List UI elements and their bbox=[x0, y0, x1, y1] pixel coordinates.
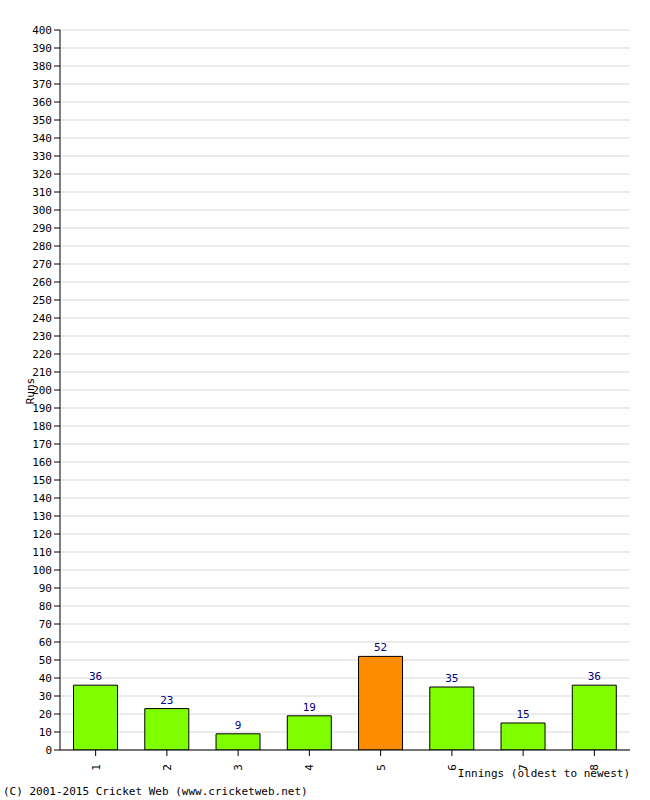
svg-text:280: 280 bbox=[32, 240, 52, 253]
svg-text:36: 36 bbox=[588, 670, 601, 683]
svg-text:390: 390 bbox=[32, 42, 52, 55]
svg-text:290: 290 bbox=[32, 222, 52, 235]
svg-text:120: 120 bbox=[32, 528, 52, 541]
svg-text:140: 140 bbox=[32, 492, 52, 505]
svg-text:2: 2 bbox=[161, 764, 174, 771]
svg-text:70: 70 bbox=[39, 618, 52, 631]
svg-text:240: 240 bbox=[32, 312, 52, 325]
svg-text:0: 0 bbox=[45, 744, 52, 757]
svg-text:320: 320 bbox=[32, 168, 52, 181]
svg-text:190: 190 bbox=[32, 401, 52, 415]
svg-text:370: 370 bbox=[32, 78, 52, 91]
svg-text:350: 350 bbox=[32, 114, 52, 127]
svg-text:40: 40 bbox=[39, 672, 52, 685]
svg-text:220: 220 bbox=[32, 348, 52, 361]
html-text:Innings (oldest to newest): Innings (oldest to newest) bbox=[457, 767, 630, 780]
svg-text:270: 270 bbox=[32, 258, 52, 271]
svg-text:400: 400 bbox=[32, 24, 52, 37]
svg-text:180: 180 bbox=[32, 420, 52, 433]
svg-text:6: 6 bbox=[446, 764, 459, 771]
svg-text:10: 10 bbox=[39, 726, 52, 739]
svg-text:310: 310 bbox=[32, 186, 52, 199]
svg-text:100: 100 bbox=[32, 564, 52, 577]
svg-text:90: 90 bbox=[39, 582, 52, 595]
html-text:Runs: Runs bbox=[23, 377, 37, 405]
svg-text:380: 380 bbox=[32, 60, 52, 73]
svg-text:35: 35 bbox=[445, 672, 458, 685]
svg-text:9: 9 bbox=[235, 719, 242, 732]
svg-text:170: 170 bbox=[32, 438, 52, 451]
svg-text:60: 60 bbox=[39, 636, 52, 649]
svg-text:30: 30 bbox=[39, 690, 52, 703]
svg-text:5: 5 bbox=[375, 764, 388, 771]
html-text:(C) 2001-2015 Cricket Web (www: (C) 2001-2015 Cricket Web (www.cricketwe… bbox=[3, 785, 308, 798]
svg-text:15: 15 bbox=[516, 708, 529, 721]
svg-text:80: 80 bbox=[39, 600, 52, 613]
svg-text:360: 360 bbox=[32, 96, 52, 109]
svg-text:330: 330 bbox=[32, 150, 52, 163]
svg-text:20: 20 bbox=[39, 708, 52, 721]
svg-text:110: 110 bbox=[32, 546, 52, 559]
svg-text:36: 36 bbox=[89, 670, 102, 683]
svg-text:130: 130 bbox=[32, 510, 52, 523]
svg-text:19: 19 bbox=[303, 701, 316, 714]
svg-text:150: 150 bbox=[32, 474, 52, 487]
svg-text:340: 340 bbox=[32, 132, 52, 145]
svg-text:3: 3 bbox=[232, 764, 245, 771]
svg-text:200: 200 bbox=[32, 383, 52, 397]
svg-text:160: 160 bbox=[32, 456, 52, 469]
svg-text:52: 52 bbox=[374, 641, 387, 654]
svg-text:1: 1 bbox=[90, 764, 103, 771]
svg-text:50: 50 bbox=[39, 654, 52, 667]
svg-text:250: 250 bbox=[32, 294, 52, 307]
svg-text:260: 260 bbox=[32, 276, 52, 289]
svg-text:230: 230 bbox=[32, 330, 52, 343]
svg-text:210: 210 bbox=[32, 366, 52, 379]
svg-text:23: 23 bbox=[160, 694, 173, 707]
svg-text:300: 300 bbox=[32, 204, 52, 217]
svg-text:4: 4 bbox=[303, 764, 316, 771]
